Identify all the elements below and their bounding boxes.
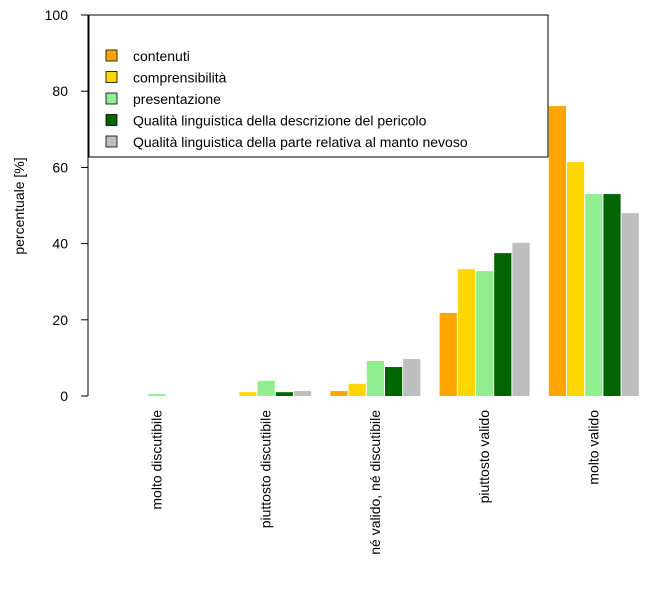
y-axis: 0 20 40 60 80 100 — [45, 7, 89, 404]
bar-2-1 — [348, 383, 366, 396]
legend-swatch — [105, 92, 118, 105]
bar-1-3 — [275, 392, 293, 396]
bar-3-2 — [476, 271, 494, 396]
bar-3-3 — [494, 253, 512, 396]
bar-4-0 — [548, 106, 566, 397]
bar-3-0 — [439, 312, 457, 396]
bar-4-3 — [603, 194, 621, 396]
bar-2-2 — [366, 360, 384, 396]
y-tick-label: 20 — [52, 312, 68, 328]
x-tick-label: piuttosto discutibile — [258, 410, 274, 529]
bar-1-4 — [294, 391, 312, 396]
legend-box — [88, 14, 549, 158]
bar-3-4 — [512, 242, 530, 396]
legend-label: Qualità linguistica della parte relativa… — [133, 134, 468, 150]
legend-swatch — [105, 135, 118, 148]
legend-label: comprensibilità — [133, 70, 227, 86]
bar-1-1 — [239, 392, 257, 396]
legend-swatch — [105, 71, 118, 83]
y-tick-label: 40 — [52, 236, 68, 252]
x-tick-label: piuttosto valido — [476, 410, 492, 504]
x-tick-label: molto discutibile — [149, 410, 165, 510]
legend: contenuti comprensibilità presentazione Qua… — [88, 14, 549, 158]
bar-4-1 — [567, 162, 585, 396]
legend-label: Qualità linguistica della descrizione de… — [133, 113, 427, 129]
legend-label: presentazione — [133, 91, 221, 107]
y-tick-label: 0 — [60, 388, 68, 404]
x-tick-label: né valido, né discutibile — [367, 410, 383, 555]
y-axis-label: percentuale [%] — [11, 157, 27, 254]
bar-2-4 — [403, 359, 421, 396]
x-tick-label: molto valido — [585, 410, 601, 485]
legend-label: contenuti — [133, 48, 190, 64]
bar-2-0 — [330, 391, 348, 396]
bar-4-4 — [621, 213, 639, 396]
y-tick-label: 80 — [52, 83, 68, 99]
bar-2-3 — [385, 367, 403, 396]
bar-1-2 — [257, 380, 275, 396]
bar-3-1 — [457, 269, 475, 396]
bar-0-2 — [148, 394, 166, 396]
legend-swatch — [105, 114, 118, 126]
y-tick-label: 100 — [45, 7, 69, 23]
bar-4-2 — [585, 194, 603, 396]
y-tick-label: 60 — [52, 159, 68, 175]
legend-swatch — [105, 49, 118, 62]
